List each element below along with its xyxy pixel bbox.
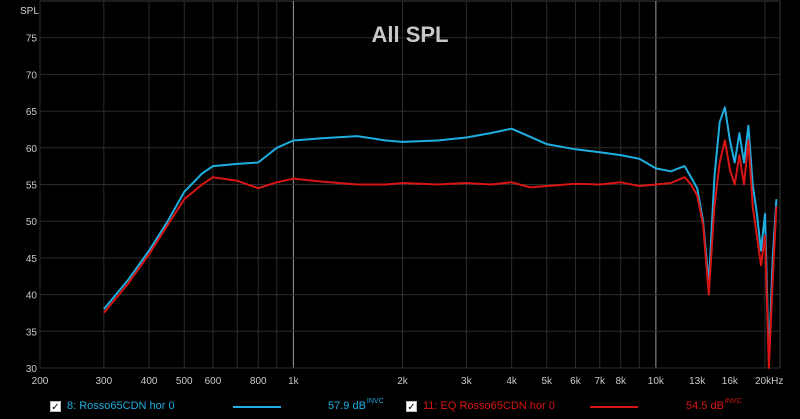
y-axis-ticks: 30 35 40 45 50 55 60 65 70 75 bbox=[26, 34, 38, 375]
legend-item-series-2[interactable]: ✓ 11: EQ Rosso65CDN hor 0 bbox=[406, 400, 555, 413]
x-tick-label: 13k bbox=[689, 376, 706, 387]
series-1-checkbox[interactable]: ✓ bbox=[50, 400, 61, 413]
y-tick-label: 75 bbox=[26, 34, 38, 45]
x-tick-label: 7k bbox=[594, 376, 606, 387]
y-tick-label: 65 bbox=[26, 107, 38, 118]
x-tick-label: 16k bbox=[722, 376, 739, 387]
x-tick-label: 600 bbox=[205, 376, 222, 387]
x-tick-label: 20kHz bbox=[755, 376, 783, 387]
x-tick-label: 6k bbox=[570, 376, 582, 387]
series-1-name: 8: Rosso65CDN hor 0 bbox=[67, 400, 175, 412]
x-tick-label: 200 bbox=[32, 376, 49, 387]
series-1-legend-swatch bbox=[233, 406, 281, 408]
chart-grid bbox=[39, 0, 781, 369]
series-line-2 bbox=[103, 139, 778, 369]
y-tick-label: 60 bbox=[26, 144, 38, 155]
legend: ✓ 8: Rosso65CDN hor 0 57.9 dBINVC ✓ 11: … bbox=[0, 394, 800, 419]
x-tick-label: 5k bbox=[541, 376, 553, 387]
y-axis-label: SPL bbox=[20, 6, 39, 17]
y-tick-label: 50 bbox=[26, 217, 38, 228]
y-tick-label: 55 bbox=[26, 181, 38, 192]
x-tick-label: 3k bbox=[461, 376, 473, 387]
x-tick-label: 4k bbox=[506, 376, 518, 387]
x-axis-ticks: 200 300 400 500 600 800 1k 2k 3k 4k 5k 6k 7k 8k 10k 13k… bbox=[32, 376, 784, 387]
y-tick-label: 45 bbox=[26, 254, 38, 265]
series-2-name: 11: EQ Rosso65CDN hor 0 bbox=[423, 400, 555, 412]
x-tick-label: 10k bbox=[648, 376, 665, 387]
series-2-checkbox[interactable]: ✓ bbox=[406, 400, 417, 413]
x-tick-label: 300 bbox=[95, 376, 112, 387]
series-1-value: 57.9 dBINVC bbox=[328, 398, 384, 412]
x-tick-label: 800 bbox=[250, 376, 267, 387]
legend-item-series-1[interactable]: ✓ 8: Rosso65CDN hor 0 bbox=[50, 400, 175, 413]
y-tick-label: 35 bbox=[26, 327, 38, 338]
chart-lines bbox=[103, 106, 778, 369]
chart-title: All SPL bbox=[371, 22, 448, 47]
x-tick-label: 1k bbox=[288, 376, 300, 387]
y-tick-label: 40 bbox=[26, 291, 38, 302]
x-tick-label: 500 bbox=[176, 376, 193, 387]
y-tick-label: 30 bbox=[26, 364, 38, 375]
series-2-legend-swatch bbox=[590, 406, 638, 408]
y-tick-label: 70 bbox=[26, 70, 38, 81]
x-tick-label: 400 bbox=[141, 376, 158, 387]
x-tick-label: 8k bbox=[615, 376, 627, 387]
series-2-value: 54.5 dBINVC bbox=[686, 398, 742, 412]
spl-chart: 30 35 40 45 50 55 60 65 70 75 200 300 400 500 600 800 1… bbox=[20, 0, 784, 387]
series-line-1 bbox=[103, 106, 778, 362]
x-tick-label: 2k bbox=[397, 376, 409, 387]
